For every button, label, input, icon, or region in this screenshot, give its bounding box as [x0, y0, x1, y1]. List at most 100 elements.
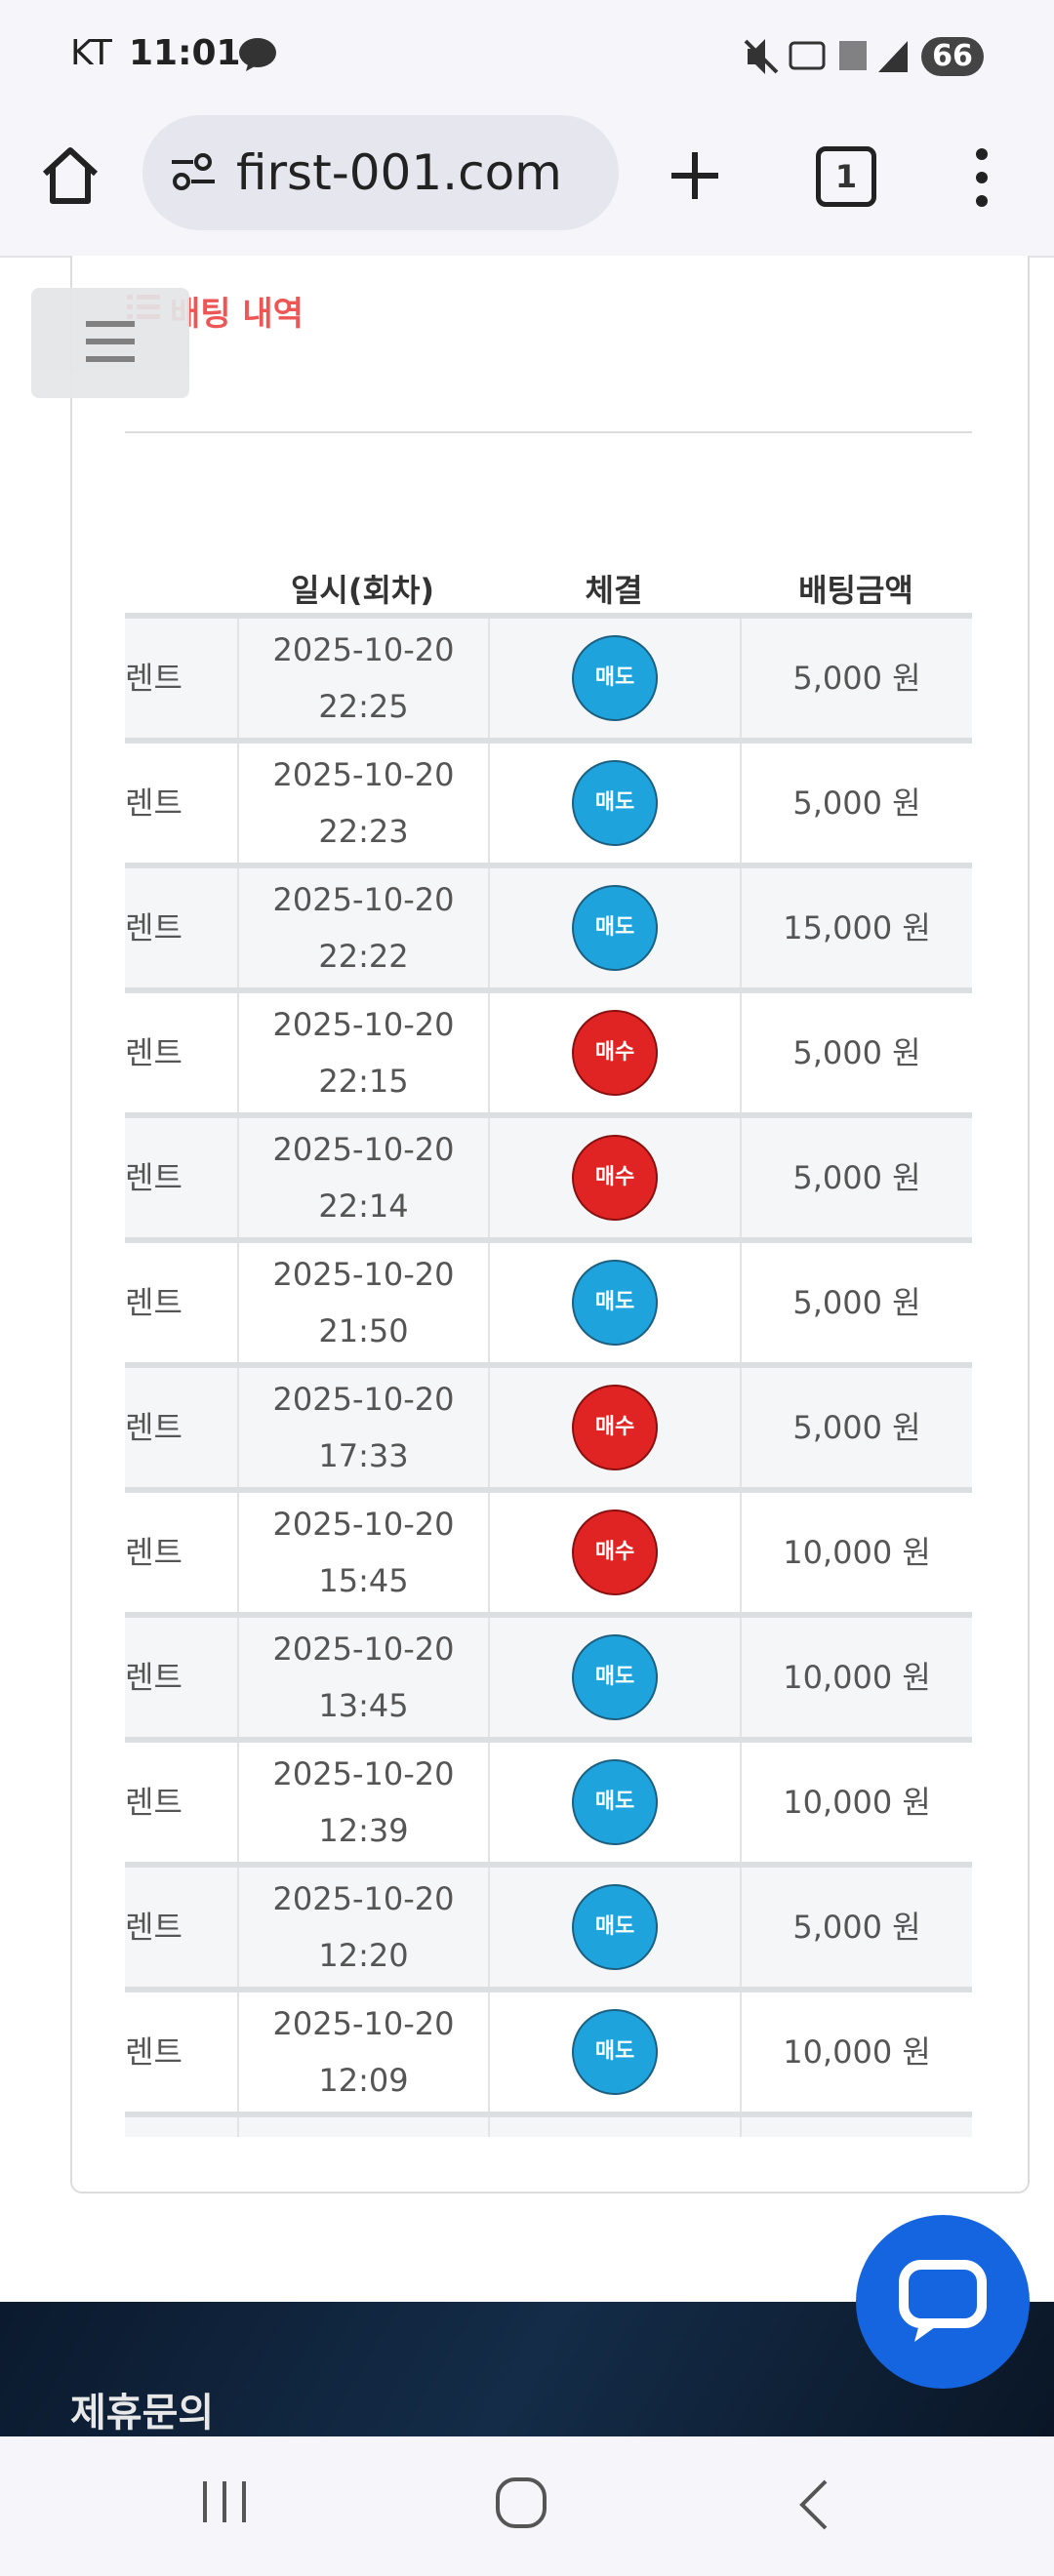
- table-cell: 2025-10-20 22:22: [237, 868, 488, 987]
- table-row: 렌트 2025-10-20 22:15 매수 5,000 원: [125, 987, 972, 1112]
- side-badge: 매수: [572, 1509, 658, 1595]
- table-cell: 5,000 원: [740, 1368, 972, 1487]
- column-header: 배팅금액: [798, 572, 913, 609]
- table-cell: 5,000 원: [740, 744, 972, 863]
- table-cell: 5,000 원: [740, 619, 972, 738]
- sidebar-toggle[interactable]: [31, 288, 189, 398]
- table-cell: 매도: [488, 1743, 740, 1862]
- table-cell: 2025-10-20 22:15: [237, 993, 488, 1112]
- table-cell: 렌트: [125, 744, 237, 863]
- bet-date: 2025-10-20: [272, 1880, 455, 1917]
- bet-date: 2025-10-20: [272, 881, 455, 918]
- table-row: 렌트 2025-10-20 12:09 매도 10,000 원: [125, 1987, 972, 2112]
- side-badge: 매수: [572, 1135, 658, 1221]
- bet-amount: 10,000 원: [783, 1659, 931, 1696]
- bet-date: 2025-10-20: [272, 1256, 455, 1293]
- game-name: 렌트: [125, 1909, 182, 1946]
- game-name: 렌트: [125, 1784, 182, 1821]
- new-tab-button[interactable]: [668, 148, 722, 203]
- table-cell: 2025-10-20 21:50: [237, 1243, 488, 1362]
- column-header: 체결: [585, 572, 643, 609]
- bet-amount: 10,000 원: [783, 2033, 931, 2071]
- table-cell: 10,000 원: [740, 1493, 972, 1612]
- back-button[interactable]: [794, 2477, 833, 2532]
- home-button[interactable]: [39, 144, 101, 207]
- bet-time: 22:23: [318, 813, 409, 850]
- table-row: 렌트 2025-10-20 22:22 매도 15,000 원: [125, 863, 972, 987]
- bet-date: 2025-10-20: [272, 1381, 455, 1418]
- table-cell: 10,000 원: [740, 1743, 972, 1862]
- side-badge: 매도: [572, 1884, 658, 1970]
- table-cell: 매수: [488, 1118, 740, 1237]
- table-cell: 2025-10-20 12:39: [237, 1743, 488, 1862]
- table-cell: 2025-10-20 15:45: [237, 1493, 488, 1612]
- browser-toolbar: first-001.com 1: [0, 107, 1054, 258]
- tab-switcher[interactable]: 1: [816, 146, 876, 207]
- table-cell: 매수: [488, 1493, 740, 1612]
- bet-date: 2025-10-20: [272, 1131, 455, 1168]
- status-icons: [744, 39, 908, 74]
- menu-button[interactable]: [972, 146, 992, 209]
- table-cell: 매도: [488, 1868, 740, 1987]
- bet-date: 2025-10-20: [272, 1506, 455, 1543]
- bet-amount: 5,000 원: [792, 1034, 921, 1071]
- bet-time: 12:39: [318, 1812, 409, 1849]
- table-cell: 렌트: [125, 619, 237, 738]
- home-nav-button[interactable]: [494, 2475, 548, 2530]
- bet-amount: 10,000 원: [783, 1534, 931, 1571]
- table-cell: 렌트: [125, 993, 237, 1112]
- bet-amount: 5,000 원: [792, 785, 921, 822]
- table-cell: 매도: [488, 744, 740, 863]
- game-name: 렌트: [125, 1659, 182, 1696]
- talk-icon: [239, 38, 276, 71]
- side-badge: 매도: [572, 1759, 658, 1845]
- chat-button[interactable]: [856, 2215, 1030, 2389]
- column-header: 일시(회차): [290, 572, 434, 609]
- table-cell: 매도: [488, 868, 740, 987]
- bet-amount: 15,000 원: [783, 909, 931, 946]
- recent-apps-button[interactable]: [195, 2477, 254, 2526]
- side-badge: 매도: [572, 885, 658, 971]
- table-cell: 매도: [488, 1243, 740, 1362]
- table-cell: 5,000 원: [740, 1118, 972, 1237]
- game-name: 렌트: [125, 1159, 182, 1196]
- bet-time: 17:33: [318, 1437, 409, 1474]
- table-cell: 5,000 원: [740, 1243, 972, 1362]
- game-name: 렌트: [125, 1284, 182, 1321]
- table-cell: 렌트: [125, 1743, 237, 1862]
- bet-time: 22:15: [318, 1063, 409, 1100]
- bet-date: 2025-10-20: [272, 2005, 455, 2042]
- battery: 66: [921, 37, 984, 76]
- game-name: 렌트: [125, 785, 182, 822]
- bet-amount: 5,000 원: [792, 1909, 921, 1946]
- game-name: 렌트: [125, 1409, 182, 1446]
- table-cell: 2025-10-20 12:09: [237, 1992, 488, 2112]
- bet-time: 22:22: [318, 938, 409, 975]
- table-row: 2025-10-20: [125, 2112, 972, 2137]
- bet-date: 2025-10-20: [272, 631, 455, 668]
- table-cell: [740, 2117, 972, 2137]
- bet-date: 2025-10-20: [272, 1755, 455, 1792]
- table-cell: 매도: [488, 1992, 740, 2112]
- game-name: 렌트: [125, 909, 182, 946]
- table-row: 렌트 2025-10-20 13:45 매도 10,000 원: [125, 1612, 972, 1737]
- game-name: 렌트: [125, 2033, 182, 2071]
- table-cell: 매도: [488, 1618, 740, 1737]
- bet-date: 2025-10-20: [272, 1630, 455, 1668]
- side-badge: 매도: [572, 1634, 658, 1720]
- table-cell: 5,000 원: [740, 993, 972, 1112]
- table-row: 렌트 2025-10-20 21:50 매도 5,000 원: [125, 1237, 972, 1362]
- bet-amount: 10,000 원: [783, 1784, 931, 1821]
- address-bar[interactable]: first-001.com: [142, 115, 619, 230]
- table-cell: 2025-10-20 13:45: [237, 1618, 488, 1737]
- table-row: 렌트 2025-10-20 22:14 매수 5,000 원: [125, 1112, 972, 1237]
- url-text: first-001.com: [236, 144, 562, 201]
- game-name: 렌트: [125, 1034, 182, 1071]
- footer-title[interactable]: 제휴문의: [70, 2391, 215, 2435]
- side-badge: 매도: [572, 635, 658, 721]
- table-cell: 렌트: [125, 1368, 237, 1487]
- table-row: 렌트 2025-10-20 17:33 매수 5,000 원: [125, 1362, 972, 1487]
- hamburger-icon: [86, 321, 135, 362]
- site-settings-icon[interactable]: [170, 152, 217, 191]
